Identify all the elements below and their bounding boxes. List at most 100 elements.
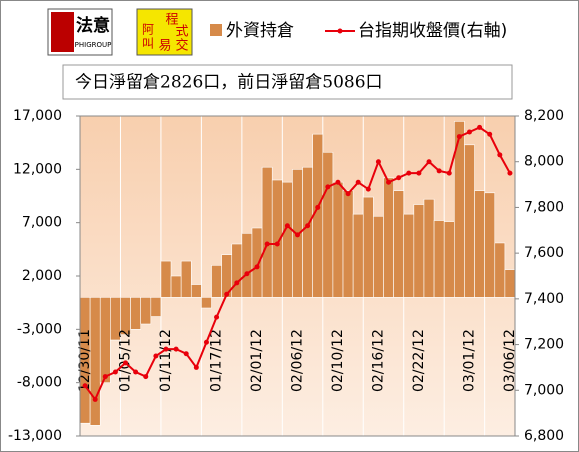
bar (322, 151, 334, 298)
x-tick-label: 01/11/12 (158, 329, 174, 392)
bar (120, 297, 131, 335)
marker (315, 204, 321, 210)
bar (201, 297, 212, 309)
marker (244, 271, 250, 277)
bar (403, 213, 415, 298)
bar (261, 166, 273, 298)
marker (143, 374, 149, 380)
bar (342, 190, 354, 298)
y2-tick-label: 7,400 (524, 291, 564, 307)
x-tick-label: 02/01/12 (249, 329, 265, 392)
bar (130, 297, 141, 330)
bar (352, 213, 364, 298)
bar (302, 166, 313, 298)
bar (443, 221, 455, 298)
bar (464, 144, 475, 298)
legend-label: 台指期收盤價(右軸) (358, 21, 507, 41)
bar (282, 181, 293, 298)
bar (362, 196, 374, 298)
marker (214, 314, 220, 320)
y-tick-label: 2,000 (22, 268, 62, 284)
y2-tick-label: 7,200 (524, 337, 564, 353)
bar (332, 181, 344, 298)
logo-icon (51, 12, 74, 52)
marker (345, 191, 351, 197)
y-tick-label: 12,000 (13, 161, 62, 177)
logo2-char: 式 (175, 25, 188, 40)
bar (393, 190, 405, 298)
bar (494, 242, 506, 298)
bar (231, 243, 243, 298)
marker (386, 179, 392, 185)
marker (426, 159, 432, 165)
marker (163, 346, 169, 352)
bar (383, 177, 394, 298)
marker (234, 280, 240, 286)
marker (264, 241, 270, 247)
y2-tick-label: 7,600 (524, 245, 564, 261)
marker (82, 383, 88, 389)
bar (241, 233, 253, 298)
marker (497, 152, 503, 158)
x-tick-label: 02/10/12 (330, 329, 346, 392)
marker (456, 134, 462, 140)
marker (295, 232, 300, 238)
logo-name: 法意 (76, 15, 110, 36)
logo: 法意 PHIGROUP 程 阿 式 叫 易 交 (47, 8, 193, 56)
bar (170, 275, 182, 298)
y-tick-label: 17,000 (13, 108, 62, 124)
legend-marker (337, 28, 343, 34)
y-tick-label: -8,000 (17, 375, 62, 391)
y-tick-label: -13,000 (8, 428, 62, 444)
subtitle-box (62, 64, 513, 100)
legend-swatch (210, 24, 222, 36)
marker (305, 223, 311, 229)
y2-tick-label: 7,800 (524, 199, 564, 215)
marker (274, 241, 280, 247)
marker (133, 369, 139, 375)
x-tick-label: 01/17/12 (209, 329, 225, 392)
bar (423, 198, 435, 298)
plot-border (79, 115, 516, 437)
marker (365, 186, 371, 192)
marker (173, 346, 179, 352)
logo2-char: 程 (165, 13, 178, 28)
y2-tick-label: 8,000 (524, 154, 564, 170)
marker (446, 170, 452, 176)
marker (466, 129, 472, 135)
marker (375, 159, 381, 165)
bar (251, 227, 263, 298)
marker (355, 179, 361, 185)
bar (140, 297, 152, 325)
logo-sub: PHIGROUP (75, 41, 112, 49)
bar (160, 260, 172, 298)
subtitle: 今日淨留倉2826口，前日淨留倉5086口 (75, 73, 383, 93)
x-tick-label: 03/01/12 (461, 329, 477, 392)
marker (325, 184, 331, 190)
marker (477, 124, 483, 130)
logo2-char: 叫 (142, 37, 154, 51)
marker (123, 360, 129, 366)
bar (484, 192, 496, 298)
marker (416, 170, 422, 176)
logo2-char: 阿 (142, 23, 154, 37)
x-tick-label: 02/22/12 (411, 329, 427, 392)
marker (112, 369, 118, 375)
bar (99, 297, 111, 383)
marker (436, 168, 442, 174)
y2-tick-label: 7,000 (524, 382, 564, 398)
marker (406, 170, 412, 176)
marker (153, 353, 159, 359)
x-tick-label: 12/30/11 (77, 329, 93, 392)
bar (474, 190, 485, 298)
x-tick-label: 02/06/12 (290, 329, 306, 392)
bar (180, 260, 192, 298)
marker (396, 175, 402, 181)
x-tick-label: 02/16/12 (370, 329, 386, 392)
marker (183, 351, 189, 357)
bar (373, 215, 384, 298)
marker (193, 364, 199, 370)
marker (507, 170, 513, 176)
logo2-char: 交 (175, 38, 188, 54)
bar (413, 204, 425, 298)
